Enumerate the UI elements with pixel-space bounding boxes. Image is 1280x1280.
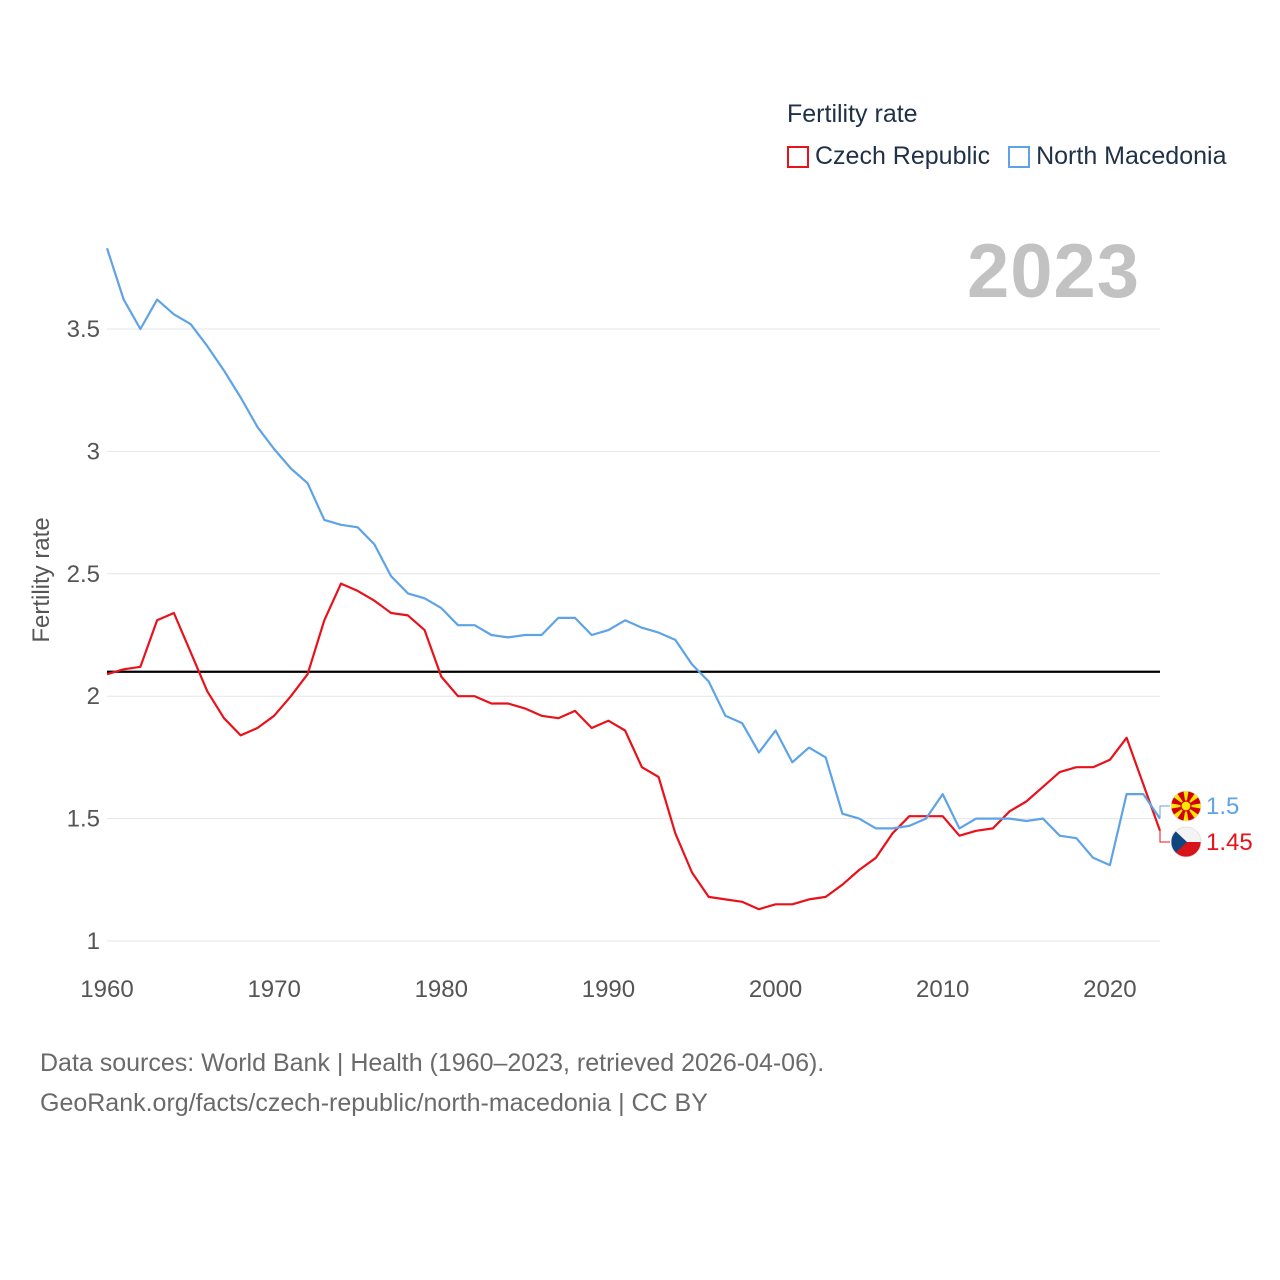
legend-title: Fertility rate	[787, 100, 918, 128]
footer: Data sources: World Bank | Health (1960–…	[40, 1043, 824, 1123]
legend-label-czech-republic: Czech Republic	[815, 142, 991, 170]
x-tick-label: 1980	[415, 976, 468, 1003]
legend-swatch-north-macedonia	[1008, 145, 1031, 168]
end-value-label-cz: 1.45	[1206, 829, 1253, 856]
x-tick-label: 1960	[80, 976, 133, 1003]
x-tick-label: 1970	[247, 976, 300, 1003]
x-tick-label: 2010	[916, 976, 969, 1003]
legend-item-czech-republic[interactable]: Czech Republic	[787, 142, 990, 171]
legend-label-north-macedonia: North Macedonia	[1036, 142, 1227, 170]
legend-swatch-czech-republic	[787, 145, 809, 168]
y-tick-label: 3.5	[67, 316, 100, 343]
x-tick-label: 2000	[749, 976, 802, 1003]
footer-sources: Data sources: World Bank | Health (1960–…	[40, 1049, 825, 1077]
x-tick-label: 1990	[582, 976, 635, 1003]
y-tick-label: 2	[87, 683, 100, 710]
y-tick-label: 1	[87, 928, 100, 955]
year-label: 2023	[967, 229, 1141, 314]
footer-link[interactable]: GeoRank.org/facts/czech-republic/north-m…	[40, 1089, 708, 1117]
end-value-label-mk: 1.5	[1206, 793, 1239, 820]
series-line-north-macedonia[interactable]	[105, 247, 1161, 867]
north-macedonia-flag-icon	[1171, 791, 1201, 821]
y-tick-label: 3	[87, 438, 100, 465]
series-line-czech-republic[interactable]	[106, 582, 1162, 911]
y-tick-label: 1.5	[67, 806, 100, 833]
flag-ring	[1170, 826, 1202, 858]
flag-ring	[1170, 790, 1202, 822]
legend: Czech Republic North Macedonia	[787, 142, 1244, 171]
y-tick-label: 2.5	[67, 561, 100, 588]
end-connector-mk	[1159, 805, 1170, 819]
legend-item-north-macedonia[interactable]: North Macedonia	[1008, 142, 1226, 171]
x-tick-label: 2020	[1083, 976, 1136, 1003]
czech-republic-flag-icon	[1171, 827, 1201, 857]
end-connector-cz	[1159, 830, 1170, 843]
